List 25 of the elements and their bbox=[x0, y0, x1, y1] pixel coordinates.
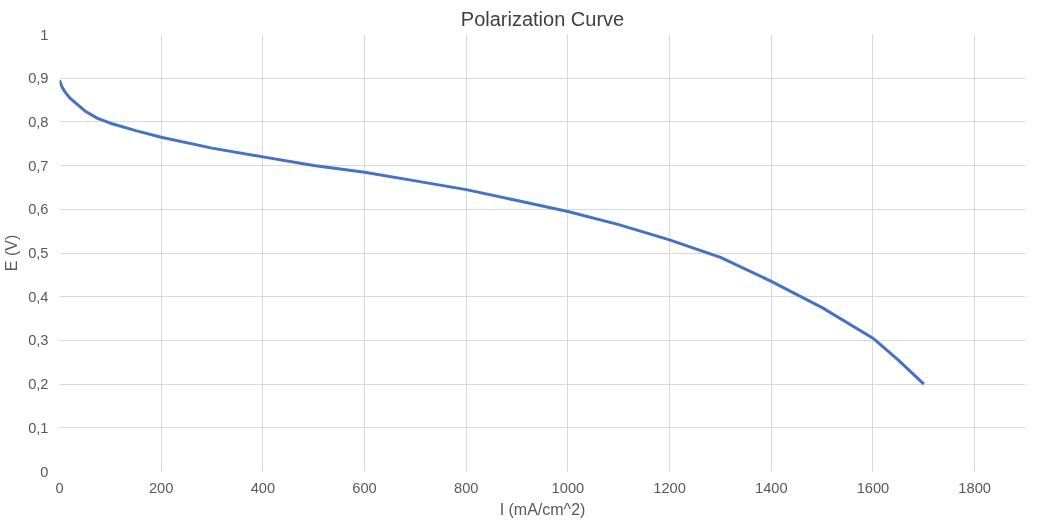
x-tick-label: 1200 bbox=[653, 479, 686, 496]
chart-title: Polarization Curve bbox=[460, 7, 625, 30]
x-tick-label: 0 bbox=[55, 479, 64, 496]
x-tick-label: 800 bbox=[454, 479, 479, 496]
y-tick-label: 0,3 bbox=[28, 332, 49, 349]
y-tick-label: 0,2 bbox=[28, 376, 49, 393]
x-tick-label: 1800 bbox=[958, 479, 991, 496]
y-tick-label: 0,5 bbox=[28, 245, 49, 261]
x-axis-title: I (mA/cm^2) bbox=[499, 500, 586, 518]
x-tick-label: 1600 bbox=[856, 479, 890, 496]
line-series bbox=[59, 78, 926, 386]
y-tick-label: 0 bbox=[40, 463, 49, 480]
y-tick-label: 1 bbox=[40, 26, 49, 43]
y-tick-label: 0,4 bbox=[28, 288, 49, 305]
y-tick-label: 0,8 bbox=[28, 113, 49, 130]
x-tick-label: 1400 bbox=[754, 479, 788, 496]
y-tick-label: 0,7 bbox=[28, 157, 49, 174]
x-tick-label: 600 bbox=[352, 479, 377, 496]
y-tick-label: 0,9 bbox=[28, 70, 49, 87]
x-tick-label: 1000 bbox=[551, 479, 585, 496]
y-axis-title: E (V) bbox=[3, 234, 21, 272]
x-tick-label: 400 bbox=[250, 479, 276, 496]
y-tick-label: 0,6 bbox=[28, 201, 49, 218]
y-tick-label: 0,1 bbox=[28, 419, 49, 436]
x-tick-label: 200 bbox=[148, 479, 174, 496]
